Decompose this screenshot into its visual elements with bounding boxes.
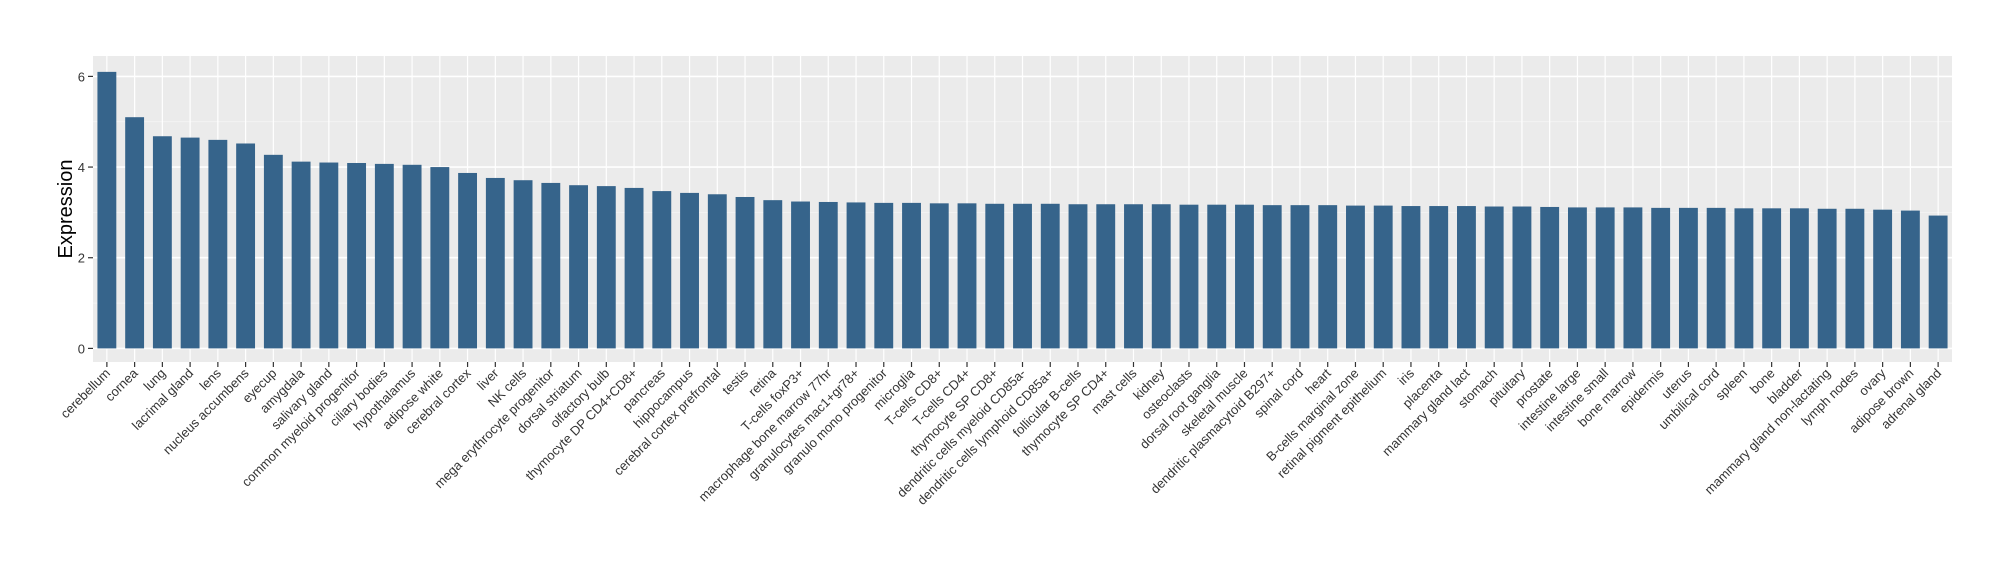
bar-38: [1124, 204, 1143, 349]
bar-31: [929, 203, 949, 349]
bar-64: [1845, 208, 1865, 349]
bar-65: [1873, 209, 1893, 349]
bar-51: [1484, 206, 1504, 349]
y-tick-label: 2: [78, 251, 85, 266]
bars: [97, 71, 1948, 349]
bar-66: [1900, 210, 1920, 349]
bar-6: [236, 143, 256, 349]
bar-41: [1207, 204, 1227, 349]
bar-36: [1068, 204, 1088, 349]
bar-16: [513, 180, 533, 349]
bar-43: [1262, 205, 1282, 349]
bar-2: [125, 117, 145, 349]
bar-60: [1734, 208, 1754, 349]
bar-63: [1817, 208, 1837, 349]
bar-59: [1706, 207, 1726, 349]
bar-50: [1457, 206, 1476, 349]
bar-18: [569, 185, 588, 349]
bar-46: [1346, 205, 1365, 349]
bar-56: [1623, 207, 1643, 349]
bar-54: [1567, 207, 1587, 349]
bar-17: [541, 182, 561, 349]
bar-44: [1290, 205, 1310, 349]
bar-27: [818, 201, 838, 349]
bar-1: [97, 71, 117, 349]
bar-15: [485, 177, 505, 349]
bar-42: [1235, 204, 1254, 349]
bar-39: [1151, 204, 1171, 349]
bar-20: [624, 187, 644, 349]
bar-24: [735, 196, 755, 349]
bar-47: [1373, 205, 1393, 349]
bar-10: [347, 162, 367, 349]
bar-23: [707, 194, 727, 349]
bar-34: [1013, 203, 1032, 349]
bar-26: [791, 201, 810, 349]
bar-58: [1678, 207, 1698, 349]
bar-4: [180, 137, 200, 349]
x-tick-label: spleen: [1712, 366, 1750, 404]
bar-29: [874, 202, 894, 349]
bar-33: [985, 203, 1005, 349]
bar-14: [458, 172, 478, 349]
y-tick-label: 0: [78, 341, 85, 356]
bar-35: [1040, 203, 1060, 349]
bar-11: [374, 163, 394, 349]
x-tick-label: cornea: [102, 365, 141, 404]
bar-52: [1512, 206, 1532, 349]
bar-28: [846, 202, 866, 349]
bar-7: [263, 154, 283, 349]
bar-40: [1179, 204, 1199, 349]
bar-32: [957, 203, 977, 349]
y-tick-label: 6: [78, 69, 85, 84]
bar-8: [291, 161, 311, 349]
bar-49: [1429, 206, 1449, 349]
bar-12: [402, 164, 422, 349]
bar-48: [1401, 206, 1421, 349]
y-tick-label: 4: [78, 160, 85, 175]
bar-62: [1789, 208, 1809, 349]
bar-37: [1096, 204, 1116, 349]
x-tick-label: testis: [719, 365, 751, 397]
bar-21: [652, 191, 672, 349]
y-axis-title: Expression: [55, 160, 77, 259]
bar-55: [1595, 207, 1615, 349]
bar-19: [596, 186, 616, 349]
bar-9: [319, 162, 339, 349]
bar-25: [763, 200, 783, 349]
bar-57: [1651, 207, 1671, 349]
bar-61: [1762, 208, 1782, 349]
bar-67: [1928, 215, 1948, 349]
bar-30: [902, 202, 921, 349]
bar-13: [430, 167, 450, 349]
bar-53: [1540, 206, 1560, 349]
bar-22: [680, 192, 699, 349]
bar-5: [208, 139, 228, 349]
bar-3: [152, 136, 172, 349]
bar-45: [1318, 205, 1338, 349]
